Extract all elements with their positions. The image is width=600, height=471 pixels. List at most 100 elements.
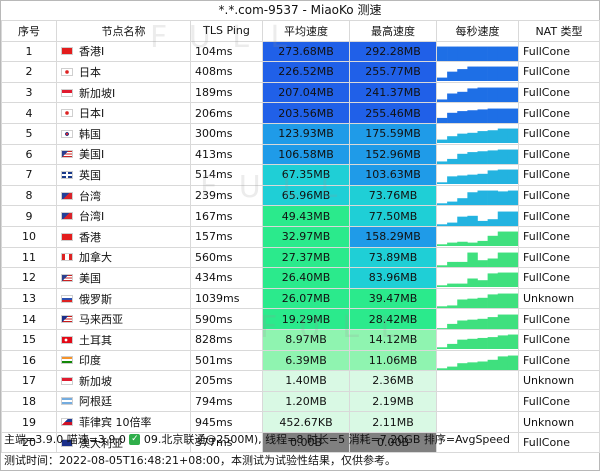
per-second-bar (457, 299, 468, 308)
flag-icon (61, 232, 73, 241)
per-second-bar (487, 150, 499, 164)
per-second-sparkline (437, 87, 518, 102)
row-max-speed: 175.59MB (349, 122, 437, 145)
per-second-bar (507, 190, 518, 205)
per-second-bar (447, 222, 458, 226)
per-second-bar (477, 318, 488, 329)
row-nat-type: FullCone (518, 246, 600, 269)
per-second-bar (447, 305, 458, 308)
row-max-speed: 73.89MB (349, 246, 437, 269)
row-index: 18 (1, 390, 57, 413)
row-per-second-chart (436, 143, 519, 166)
per-second-bar (477, 174, 488, 185)
per-second-bar (487, 359, 499, 370)
row-avg-speed: 226.52MB (262, 61, 350, 83)
per-second-bar (497, 211, 509, 226)
per-second-bar (447, 158, 458, 164)
flag-icon (61, 109, 73, 118)
node-name-label: 台湾I (79, 210, 105, 224)
row-node-name: 台湾I (56, 205, 191, 227)
per-second-bar (507, 87, 518, 102)
node-name-label: 印度 (79, 354, 101, 368)
per-second-sparkline (437, 211, 518, 226)
per-second-bar (457, 198, 468, 205)
per-second-bar (477, 109, 488, 123)
per-second-bar (447, 72, 458, 82)
row-avg-speed: 203.56MB (262, 102, 350, 124)
per-second-bar (457, 320, 468, 329)
row-index: 11 (1, 246, 57, 269)
per-second-bar (457, 241, 468, 247)
per-second-bar (457, 46, 468, 61)
flag-icon (61, 150, 73, 159)
row-ping: 501ms (190, 349, 263, 372)
row-ping: 1039ms (190, 287, 263, 310)
per-second-bar (487, 218, 499, 226)
row-per-second-chart (436, 370, 519, 392)
per-second-bar (477, 151, 488, 164)
per-second-sparkline (437, 314, 518, 329)
header-nat: NAT 类型 (518, 20, 600, 42)
per-second-bar (477, 361, 488, 370)
row-per-second-chart (436, 328, 519, 351)
per-second-bar (507, 170, 518, 185)
per-second-bar (437, 285, 448, 288)
row-per-second-chart (436, 349, 519, 372)
row-node-name: 英国 (56, 164, 191, 186)
table-row: 15 土耳其 828ms 8.97MB 14.12MB FullCone (1, 328, 600, 351)
per-second-bar (477, 67, 488, 82)
per-second-sparkline (437, 149, 518, 164)
node-name-label: 澳大利亚 (79, 436, 123, 450)
per-second-bar (477, 190, 488, 205)
per-second-bar (477, 280, 488, 288)
row-index: 8 (1, 184, 57, 207)
flag-icon (61, 273, 73, 282)
per-second-bar (457, 261, 468, 267)
row-nat-type: FullCone (518, 184, 600, 207)
speed-results-table: 序号 节点名称 TLS Ping 平均速度 最高速度 每秒速度 NAT 类型 1… (1, 20, 600, 454)
per-second-sparkline (437, 252, 518, 267)
per-second-bar (437, 139, 448, 144)
row-max-speed: 77.50MB (349, 205, 437, 227)
flag-icon (61, 253, 73, 262)
table-row: 19 菲律宾 10倍率 945ms 452.67KB 2.11MB Unknown (1, 411, 600, 433)
per-second-bar (497, 335, 509, 350)
per-second-sparkline (437, 413, 518, 432)
per-second-bar (457, 91, 468, 102)
row-per-second-chart (436, 184, 519, 207)
per-second-bar (477, 260, 488, 267)
row-node-name: 俄罗斯 (56, 287, 191, 310)
table-row: 18 阿根廷 794ms 1.20MB 2.19MB FullCone (1, 390, 600, 413)
row-ping: 205ms (190, 370, 263, 392)
flag-icon (61, 438, 73, 447)
row-max-speed: 11.06MB (349, 349, 437, 372)
per-second-sparkline (437, 128, 518, 144)
node-name-label: 土耳其 (79, 333, 112, 347)
per-second-bar (497, 128, 509, 144)
footer-test-time: 测试时间：2022-08-05T16:48:21+08:00，本测试为试验性结果… (4, 454, 396, 467)
header-per-second: 每秒速度 (436, 20, 519, 42)
row-avg-speed: 1.20MB (262, 390, 350, 413)
node-name-label: 美国I (79, 148, 105, 162)
per-second-bar (467, 151, 478, 164)
flag-icon (61, 212, 73, 221)
row-per-second-chart (436, 246, 519, 269)
node-name-label: 英国 (79, 168, 101, 182)
per-second-bar (507, 46, 518, 61)
row-ping: 377ms (190, 431, 263, 454)
per-second-bar (507, 231, 518, 247)
row-ping: 514ms (190, 164, 263, 186)
row-ping: 945ms (190, 411, 263, 433)
per-second-bar (437, 244, 448, 247)
row-node-name: 韩国 (56, 122, 191, 145)
row-max-speed: 2.36MB (349, 370, 437, 392)
row-avg-speed: 65.96MB (262, 184, 350, 207)
row-ping: 167ms (190, 205, 263, 227)
per-second-bar (457, 133, 468, 144)
per-second-bar (467, 67, 478, 82)
row-nat-type: FullCone (518, 225, 600, 248)
row-per-second-chart (436, 164, 519, 186)
per-second-bar (437, 327, 448, 329)
per-second-bar (447, 284, 458, 288)
per-second-bar (497, 108, 509, 123)
